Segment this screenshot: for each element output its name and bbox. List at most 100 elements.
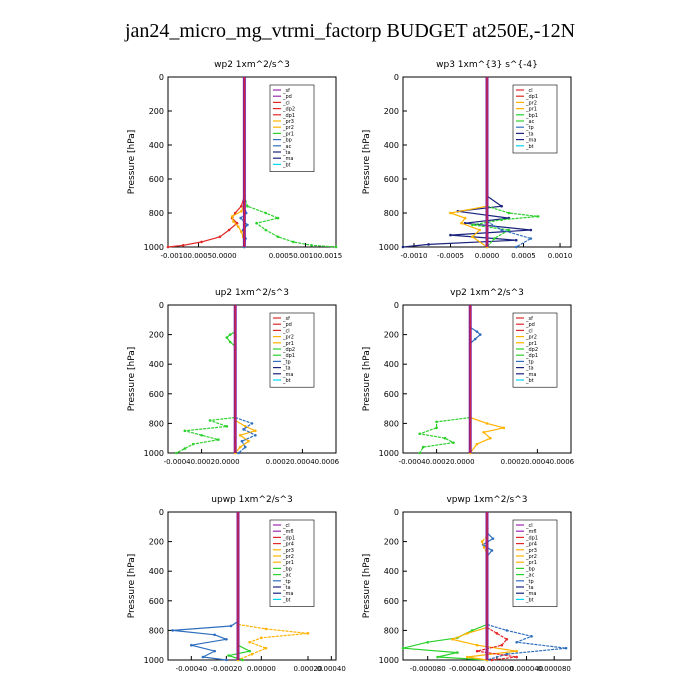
series-point — [507, 211, 511, 215]
legend-box — [512, 519, 558, 607]
series-point — [183, 429, 187, 433]
series-point — [239, 216, 242, 220]
series-point — [500, 204, 503, 208]
y-axis-label: Pressure [hPa] — [127, 554, 137, 619]
series-line-red — [167, 195, 245, 248]
series-point — [264, 646, 268, 650]
legend-entry: _pr2 — [282, 335, 294, 341]
legend-entry: _ma — [525, 138, 536, 144]
x-tick-label: -0.00040.00020.0000 — [164, 458, 240, 466]
series-point — [564, 646, 568, 650]
legend-entry: _dp2 — [282, 347, 295, 353]
series-point — [201, 655, 205, 659]
y-tick-label: 200 — [149, 538, 164, 547]
legend-entry: _ta — [282, 585, 291, 591]
y-axis-label: Pressure [hPa] — [127, 130, 137, 195]
legend-entry: _cl — [525, 88, 533, 94]
plot-frame — [167, 304, 337, 454]
series-point — [495, 632, 499, 635]
y-tick-label: 800 — [384, 626, 399, 635]
legend-entry: _dp1 — [525, 353, 538, 359]
series-point — [218, 235, 222, 239]
y-tick-label: 600 — [149, 175, 164, 184]
y-tick-label: 600 — [149, 390, 164, 399]
chart-title: wp2 1xm^2/s^3 — [214, 60, 290, 70]
legend-entry: _cl — [282, 328, 290, 334]
series-point — [291, 240, 295, 244]
legend-entry: _pr1 — [282, 341, 294, 347]
legend-box — [512, 312, 558, 388]
series-line-blue — [469, 326, 482, 344]
y-tick-label: 200 — [384, 107, 399, 116]
legend-entry: _pr2 — [282, 125, 294, 131]
series-point — [515, 640, 518, 644]
series-point — [475, 649, 479, 653]
series-point — [310, 244, 313, 247]
x-tick-label: -0.00040 — [176, 665, 207, 673]
series-point — [489, 436, 492, 440]
legend-entry: _ac — [525, 119, 535, 125]
y-tick-label: 600 — [149, 597, 164, 606]
y-tick-label: 0 — [159, 301, 164, 310]
legend-entry: _ac — [282, 573, 292, 579]
series-point — [500, 228, 503, 232]
series-line-green — [417, 416, 471, 454]
legend-entry: _pr4 — [282, 542, 294, 548]
series-point — [227, 228, 231, 232]
legend-entry: _pr1 — [525, 341, 537, 347]
series-point — [449, 233, 452, 237]
series-point — [240, 230, 243, 233]
series-point — [456, 651, 459, 654]
series-point — [228, 333, 232, 336]
y-tick-label: 800 — [149, 209, 164, 218]
y-tick-label: 200 — [149, 331, 164, 340]
series-point — [475, 643, 479, 647]
legend-entry: _tp — [282, 579, 291, 585]
series-point — [183, 447, 187, 450]
y-tick-label: 600 — [384, 390, 399, 399]
legend-entry: _pr1 — [282, 131, 294, 137]
x-tick-label: 0.0000 — [475, 252, 500, 260]
x-tick-label: -0.00040.00020.0000 — [399, 458, 475, 466]
legend-entry: _dp2 — [525, 347, 538, 353]
y-tick-label: 200 — [149, 107, 164, 116]
series-point — [227, 654, 230, 657]
series-point — [471, 235, 474, 239]
x-tick-label: 0.00050.00100.0015 — [269, 252, 342, 260]
legend-entry: _pr2 — [525, 100, 537, 106]
y-tick-label: 400 — [149, 360, 164, 369]
y-tick-label: 1000 — [379, 656, 399, 665]
y-tick-label: 400 — [384, 567, 399, 576]
legend-entry: _sf — [282, 88, 290, 94]
legend-entry: _ac — [525, 573, 535, 579]
legend-entry: _sf — [525, 316, 533, 322]
series-line-green — [472, 205, 539, 248]
series-point — [254, 429, 257, 433]
series-point — [225, 425, 229, 428]
series-point — [228, 340, 232, 344]
legend-entry: _pr1 — [282, 560, 294, 566]
x-tick-label: -0.000080 — [410, 665, 446, 673]
legend-entry: _pr2 — [525, 335, 537, 341]
series-line-blue — [486, 220, 533, 248]
legend-entry: _bp — [282, 566, 292, 572]
legend-box — [269, 519, 315, 607]
plot-frame — [402, 304, 572, 454]
series-line-blue — [172, 620, 239, 661]
series-point — [241, 658, 244, 662]
legend-entry: _dp1 — [525, 535, 538, 541]
legend-entry: _pd — [282, 322, 292, 328]
legend-entry: _pd — [282, 94, 292, 100]
series-point — [225, 336, 229, 339]
panel-wp3: wp3 1xm^{3} s^{-4} Pressure [hPa] 0 200 400 6… — [362, 60, 572, 260]
page-title: jan24_micro_mg_vtrmi_factorp BUDGET at25… — [124, 20, 576, 42]
series-point — [264, 228, 268, 232]
series-point — [478, 228, 481, 232]
y-tick-label: 1000 — [144, 656, 164, 665]
y-tick-label: 400 — [149, 141, 164, 150]
legend-entry: _dp1 — [282, 535, 295, 541]
series-point — [478, 333, 482, 336]
series-point — [465, 632, 469, 635]
series-point — [248, 649, 251, 653]
legend-entry: _mfl — [525, 529, 537, 535]
